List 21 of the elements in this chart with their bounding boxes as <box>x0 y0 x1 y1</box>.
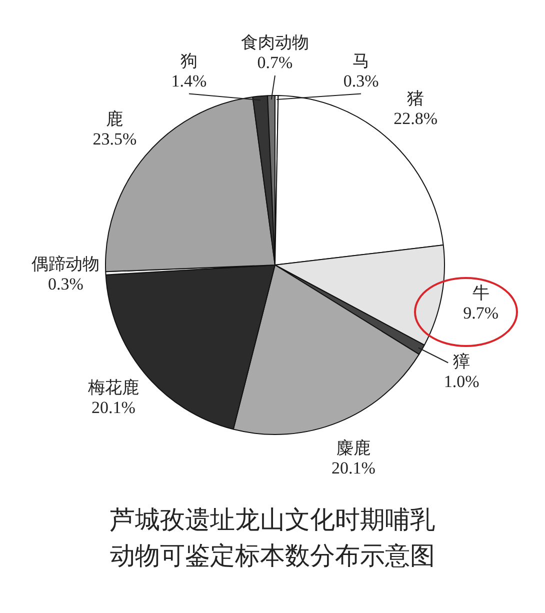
data-label: 0.3% <box>48 274 84 294</box>
text: 芦城孜遗址龙山文化时期哺乳动物可鉴定标本数分布示意图 <box>109 504 436 572</box>
slice-label: 马 <box>352 51 370 70</box>
data-label: 20.1% <box>92 398 136 417</box>
data-label: 23.5% <box>92 130 137 149</box>
data-label: 1.4% <box>171 71 207 90</box>
data-label: 0.7% <box>257 52 293 72</box>
slice-label: 偶蹄动物 <box>32 254 100 274</box>
data-label: 0.3% <box>343 71 379 90</box>
data-label: 9.7% <box>463 303 499 322</box>
slice-label: 食肉动物 <box>241 32 309 52</box>
slice-label: 狗 <box>180 51 198 70</box>
slice-label: 梅花鹿 <box>86 378 139 397</box>
slice-label: 牛 <box>472 283 490 302</box>
slice-label: 猪 <box>407 89 424 108</box>
slice-label: 獐 <box>453 352 470 372</box>
data-label: 1.0% <box>444 372 480 392</box>
data-label: 22.8% <box>394 109 438 128</box>
slice-label: 麋鹿 <box>336 438 370 458</box>
slice-label: 鹿 <box>106 110 124 129</box>
data-label: 20.1% <box>331 458 376 478</box>
